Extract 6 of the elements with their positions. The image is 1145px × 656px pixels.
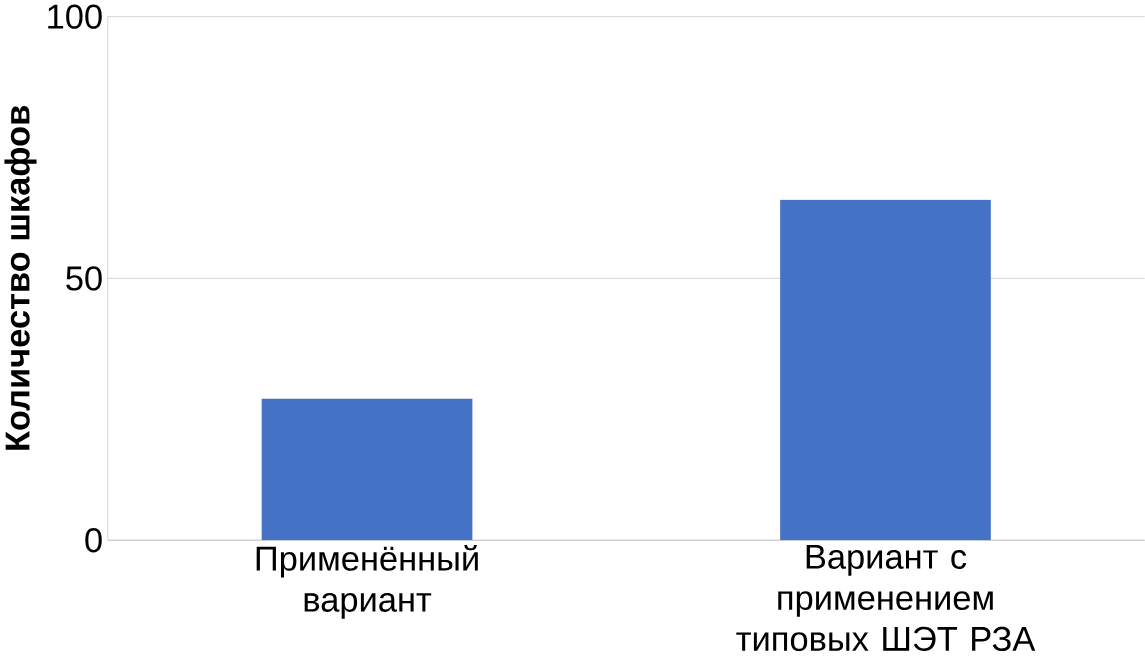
x-tick-label: Применённый вариант — [256, 545, 478, 619]
y-axis-title: Количество шкафов — [4, 106, 37, 451]
y-tick-label: 50 — [66, 266, 102, 291]
y-tick-label: 100 — [48, 4, 102, 30]
x-tick-label: Вариант с применением типовых ШЭТ РЗА — [736, 545, 1036, 652]
y-tick-label: 0 — [85, 528, 102, 553]
